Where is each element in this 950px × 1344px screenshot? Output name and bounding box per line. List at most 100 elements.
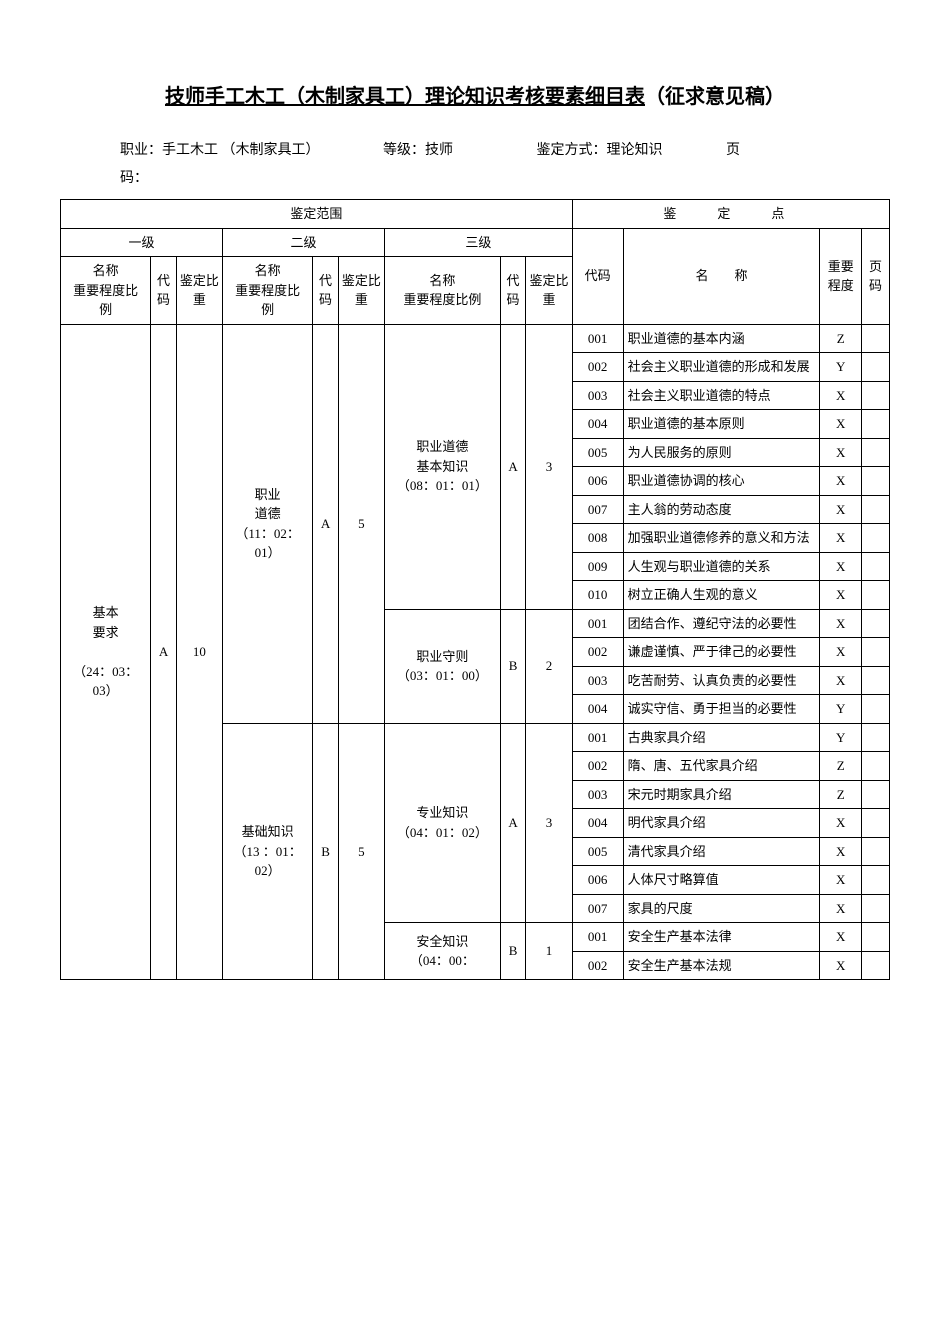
pt-imp: Z bbox=[820, 780, 862, 809]
l3-2-assess: 2 bbox=[526, 609, 572, 723]
grade-value: 技师 bbox=[425, 139, 453, 159]
pt-code: 001 bbox=[572, 723, 623, 752]
pt-page bbox=[862, 923, 890, 952]
l3-2-code: B bbox=[500, 609, 525, 723]
pt-code: 007 bbox=[572, 894, 623, 923]
pt-imp: Z bbox=[820, 324, 862, 353]
header-pt-name: 名 称 bbox=[623, 228, 820, 324]
pt-page bbox=[862, 467, 890, 496]
l1-name: 基本要求（24：03：03） bbox=[61, 324, 151, 980]
title-underline: 技师手工木工（木制家具工）理论知识考核要素细目表 bbox=[165, 86, 645, 108]
pt-imp: Y bbox=[820, 695, 862, 724]
l3-2-name: 职业守则（03：01：00） bbox=[385, 609, 501, 723]
header-l1-code: 代码 bbox=[151, 257, 176, 325]
method-label: 鉴定方式： bbox=[537, 139, 607, 159]
header-importance: 重要程度 bbox=[820, 228, 862, 324]
title-suffix: （征求意见稿） bbox=[645, 86, 785, 108]
pt-code: 003 bbox=[572, 666, 623, 695]
pt-name: 诚实守信、勇于担当的必要性 bbox=[623, 695, 820, 724]
l3-3-assess: 3 bbox=[526, 723, 572, 923]
header-page-code: 页码 bbox=[862, 228, 890, 324]
pt-code: 004 bbox=[572, 410, 623, 439]
pt-code: 005 bbox=[572, 837, 623, 866]
l3-3-code: A bbox=[500, 723, 525, 923]
header-l2-assess: 鉴定比重 bbox=[338, 257, 384, 325]
pt-code: 007 bbox=[572, 495, 623, 524]
pt-name: 加强职业道德修养的意义和方法 bbox=[623, 524, 820, 553]
header-points: 鉴 定 点 bbox=[572, 200, 889, 229]
pt-name: 安全生产基本法律 bbox=[623, 923, 820, 952]
pt-imp: X bbox=[820, 524, 862, 553]
pt-page bbox=[862, 809, 890, 838]
pt-page bbox=[862, 837, 890, 866]
pt-imp: X bbox=[820, 467, 862, 496]
pt-name: 社会主义职业道德的特点 bbox=[623, 381, 820, 410]
l3-4-code: B bbox=[500, 923, 525, 980]
l3-1-code: A bbox=[500, 324, 525, 609]
pt-imp: X bbox=[820, 495, 862, 524]
header-level1: 一级 bbox=[61, 228, 223, 257]
pt-name: 人体尺寸略算值 bbox=[623, 866, 820, 895]
pt-imp: X bbox=[820, 923, 862, 952]
pt-page bbox=[862, 438, 890, 467]
pt-name: 职业道德的基本内涵 bbox=[623, 324, 820, 353]
page-label: 页 bbox=[726, 139, 740, 159]
pt-name: 宋元时期家具介绍 bbox=[623, 780, 820, 809]
pt-code: 002 bbox=[572, 353, 623, 382]
pt-name: 安全生产基本法规 bbox=[623, 951, 820, 980]
pt-code: 002 bbox=[572, 951, 623, 980]
pt-page bbox=[862, 666, 890, 695]
pt-page bbox=[862, 324, 890, 353]
table-row: 基本要求（24：03：03） A 10 职业道德（11：02：01） A 5 职… bbox=[61, 324, 890, 353]
pt-imp: X bbox=[820, 837, 862, 866]
pt-imp: X bbox=[820, 381, 862, 410]
pt-name: 古典家具介绍 bbox=[623, 723, 820, 752]
header-level3: 三级 bbox=[385, 228, 573, 257]
l3-4-assess: 1 bbox=[526, 923, 572, 980]
l2-1-assess: 5 bbox=[338, 324, 384, 723]
pt-page bbox=[862, 894, 890, 923]
header-l1-assess: 鉴定比重 bbox=[176, 257, 222, 325]
code-line: 码： bbox=[60, 167, 890, 187]
pt-page bbox=[862, 381, 890, 410]
pt-name: 隋、唐、五代家具介绍 bbox=[623, 752, 820, 781]
pt-imp: Z bbox=[820, 752, 862, 781]
pt-name: 吃苦耐劳、认真负责的必要性 bbox=[623, 666, 820, 695]
pt-imp: Y bbox=[820, 723, 862, 752]
pt-page bbox=[862, 552, 890, 581]
pt-imp: X bbox=[820, 410, 862, 439]
header-l3-code: 代码 bbox=[500, 257, 525, 325]
occupation-label: 职业： bbox=[120, 139, 162, 159]
l3-1-name: 职业道德基本知识（08：01：01） bbox=[385, 324, 501, 609]
pt-page bbox=[862, 410, 890, 439]
pt-code: 006 bbox=[572, 866, 623, 895]
method-value: 理论知识 bbox=[607, 139, 663, 159]
l1-assess: 10 bbox=[176, 324, 222, 980]
l3-4-name: 安全知识（04：00： bbox=[385, 923, 501, 980]
pt-code: 001 bbox=[572, 324, 623, 353]
l3-3-name: 专业知识（04：01：02） bbox=[385, 723, 501, 923]
pt-imp: X bbox=[820, 809, 862, 838]
pt-imp: Y bbox=[820, 353, 862, 382]
header-l3-name: 名称重要程度比例 bbox=[385, 257, 501, 325]
pt-imp: X bbox=[820, 666, 862, 695]
l3-1-assess: 3 bbox=[526, 324, 572, 609]
header-l3-assess: 鉴定比重 bbox=[526, 257, 572, 325]
header-level2: 二级 bbox=[223, 228, 385, 257]
pt-imp: X bbox=[820, 866, 862, 895]
pt-page bbox=[862, 609, 890, 638]
pt-page bbox=[862, 780, 890, 809]
l1-code: A bbox=[151, 324, 176, 980]
pt-page bbox=[862, 581, 890, 610]
header-l2-name: 名称重要程度比例 bbox=[223, 257, 313, 325]
pt-page bbox=[862, 752, 890, 781]
pt-imp: X bbox=[820, 894, 862, 923]
pt-imp: X bbox=[820, 951, 862, 980]
pt-code: 003 bbox=[572, 381, 623, 410]
occupation-value: 手工木工 （木制家具工） bbox=[162, 139, 320, 159]
pt-name: 清代家具介绍 bbox=[623, 837, 820, 866]
assessment-table: 鉴定范围 鉴 定 点 一级 二级 三级 代码 名 称 重要程度 页码 名称重要程… bbox=[60, 199, 890, 980]
pt-imp: X bbox=[820, 609, 862, 638]
pt-page bbox=[862, 723, 890, 752]
pt-name: 团结合作、遵纪守法的必要性 bbox=[623, 609, 820, 638]
